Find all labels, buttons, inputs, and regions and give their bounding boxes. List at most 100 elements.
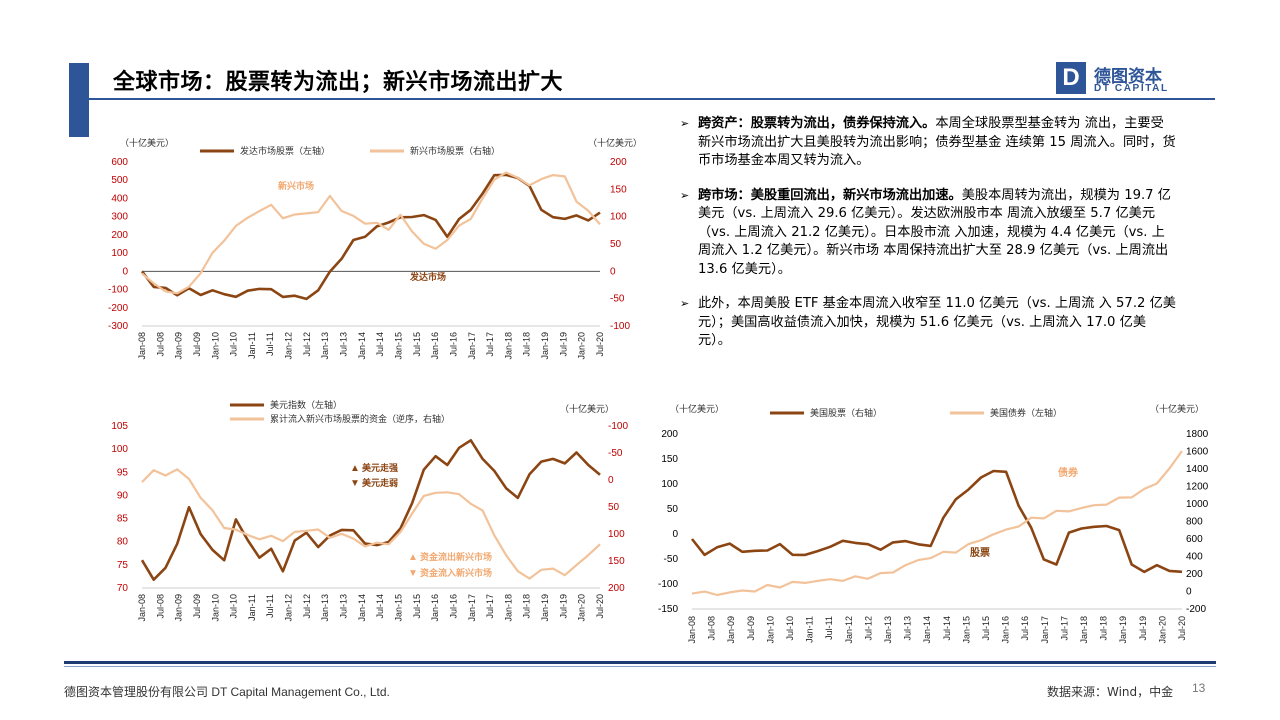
- x-tick-label: Jan-16: [430, 332, 440, 360]
- chart-annotation: 资金流出新兴市场: [420, 551, 492, 562]
- x-tick-label: Jan-10: [765, 616, 775, 644]
- x-tick-label: Jul-11: [265, 332, 275, 356]
- y-right-tick-label: 1600: [1186, 447, 1209, 458]
- y-left-tick-label: -150: [658, 604, 678, 615]
- y-left-tick-label: 600: [111, 157, 128, 168]
- chart-annotation: 发达市场: [409, 271, 446, 282]
- y-right-tick-label: 1800: [1186, 429, 1209, 440]
- page-number: 13: [1192, 681, 1206, 695]
- chart-1-svg: （十亿美元） （十亿美元）发达市场股票（左轴） 新兴市场股票（右轴）60050040…: [108, 137, 642, 360]
- x-tick-label: Jul-15: [412, 594, 422, 619]
- x-tick-label: Jul-14: [375, 594, 385, 619]
- y-left-tick-label: 500: [111, 175, 128, 186]
- x-tick-label: Jul-12: [863, 616, 873, 641]
- x-tick-label: Jan-19: [540, 594, 550, 622]
- chart-annotation: 资金流入新兴市场: [420, 567, 492, 578]
- x-tick-label: Jan-13: [320, 332, 330, 360]
- bullet-heading: 跨市场：美股重回流出，新兴市场流出加速。: [698, 187, 962, 203]
- x-tick-label: Jul-08: [155, 594, 165, 619]
- x-tick-label: Jan-15: [393, 332, 403, 360]
- y-left-tick-label: 85: [117, 514, 129, 525]
- x-tick-label: Jan-14: [922, 616, 932, 644]
- y-left-tick-label: 150: [661, 454, 678, 465]
- chart-annotation: 债券: [1058, 466, 1079, 479]
- unit-right-label: （十亿美元）: [560, 403, 614, 414]
- x-tick-label: Jul-13: [339, 594, 349, 619]
- x-tick-label: Jan-17: [1040, 616, 1050, 644]
- x-tick-label: Jan-18: [1079, 616, 1089, 644]
- y-right-tick-label: 0: [608, 475, 614, 486]
- unit-right-label: （十亿美元）: [1150, 403, 1204, 414]
- chart-annotation: 股票: [970, 547, 990, 559]
- legend-label: 美国股票（右轴）: [810, 407, 882, 418]
- series-line-primary: [140, 173, 601, 301]
- logo-chinese-name: 德图资本: [1094, 67, 1162, 87]
- chart-developed-vs-emerging-equity-flows: （十亿美元） （十亿美元） 发达市场股票（左轴） 新兴市场股票（右轴） 600 500 40…: [100, 134, 645, 374]
- bullet-cross-market: ➢ 跨市场：美股重回流出，新兴市场流出加速。美股本周转为流出，规模为 19.7 …: [676, 187, 1176, 280]
- annotation-arrow-icon: ▼: [408, 568, 418, 579]
- chart-annotation: 美元走弱: [362, 477, 398, 488]
- bullet-arrow-icon: ➢: [680, 188, 690, 202]
- x-tick-label: Jul-15: [412, 332, 422, 357]
- y-left-tick-label: -50: [664, 554, 679, 565]
- x-tick-label: Jul-15: [981, 616, 991, 641]
- x-tick-label: Jan-11: [247, 332, 257, 359]
- y-left-tick-label: -100: [108, 285, 128, 296]
- x-tick-label: Jul-14: [942, 616, 952, 641]
- y-right-tick-label: -50: [608, 448, 623, 459]
- x-tick-label: Jan-09: [174, 332, 184, 360]
- x-tick-label: Jul-12: [302, 332, 312, 357]
- y-right-tick-label: -200: [1186, 604, 1206, 615]
- bullet-arrow-icon: ➢: [680, 117, 690, 130]
- annotation-arrow-icon: ▲: [408, 552, 418, 563]
- logo-english-name: DT CAPITAL: [1094, 83, 1169, 94]
- x-tick-label: Jul-10: [785, 616, 795, 641]
- x-tick-label: Jan-17: [467, 332, 477, 360]
- y-left-tick-label: 75: [117, 560, 129, 571]
- x-tick-label: Jan-20: [577, 332, 587, 360]
- x-tick-label: Jan-10: [210, 594, 220, 622]
- x-tick-label: Jul-09: [746, 616, 756, 641]
- footer-company: 德图资本管理股份有限公司 DT Capital Management Co., …: [64, 685, 390, 699]
- x-tick-label: Jul-16: [448, 594, 458, 619]
- company-logo: D 德图资本 DT CAPITAL: [1056, 62, 1216, 96]
- y-right-tick-label: 100: [610, 212, 627, 223]
- x-tick-label: Jul-13: [903, 616, 913, 641]
- x-tick-label: Jul-20: [595, 332, 605, 357]
- bullet-etf-high-yield: ➢ 此外，本周美股 ETF 基金本周流入收窄至 11.0 亿美元（vs. 上周流…: [676, 295, 1176, 351]
- y-right-tick-label: 1400: [1186, 464, 1209, 475]
- y-right-tick-label: 200: [608, 583, 625, 594]
- y-left-tick-label: 80: [117, 537, 129, 548]
- footer-divider-thin: [64, 666, 1216, 667]
- x-tick-label: Jan-20: [1157, 616, 1167, 644]
- unit-left-label: （十亿美元）: [120, 137, 174, 148]
- x-tick-label: Jan-08: [137, 332, 147, 360]
- x-tick-label: Jan-14: [357, 332, 367, 360]
- bullet-heading: 跨资产：股票转为流出，债券保持流入。: [698, 116, 936, 131]
- x-tick-label: Jan-11: [247, 594, 257, 621]
- y-right-tick-label: 200: [610, 157, 627, 168]
- header-divider: [89, 98, 1215, 100]
- x-tick-label: Jan-13: [883, 616, 893, 644]
- y-left-tick-label: 300: [111, 212, 128, 223]
- bullet-cross-asset: ➢ 跨资产：股票转为流出，债券保持流入。本周全球股票型基金转为 流出，主要受新兴…: [676, 115, 1176, 171]
- x-tick-label: Jul-13: [339, 332, 349, 357]
- bullet-body: 本周全球股票型基金转为 流出，主要受新兴市场流出扩大且美股转为流出影响；债券型基…: [698, 116, 1176, 168]
- x-tick-label: Jan-18: [503, 594, 513, 622]
- chart-annotation: 新兴市场: [278, 180, 314, 191]
- y-right-tick-label: 1200: [1186, 482, 1209, 493]
- x-tick-label: Jan-13: [320, 594, 330, 622]
- legend-label: 累计流入新兴市场股票的资金（逆序，右轴）: [270, 413, 450, 424]
- series-line-primary: [690, 469, 1183, 574]
- y-left-tick-label: -100: [658, 579, 678, 590]
- x-tick-label: Jul-17: [485, 594, 495, 619]
- legend-label: 新兴市场股票（右轴）: [410, 145, 500, 156]
- y-right-tick-label: 600: [1186, 534, 1203, 545]
- y-right-tick-label: 1000: [1186, 499, 1209, 510]
- y-right-tick-label: 0: [1186, 587, 1192, 598]
- chart-2-svg: （十亿美元） 美元指数（左轴） 累计流入新兴市场股票的资金（逆序，右轴） 105 100…: [111, 399, 628, 622]
- x-tick-label: Jul-11: [824, 616, 834, 640]
- series-line-secondary: [691, 450, 1183, 597]
- series-line-secondary: [141, 171, 601, 295]
- y-right-tick-label: 0: [610, 266, 616, 277]
